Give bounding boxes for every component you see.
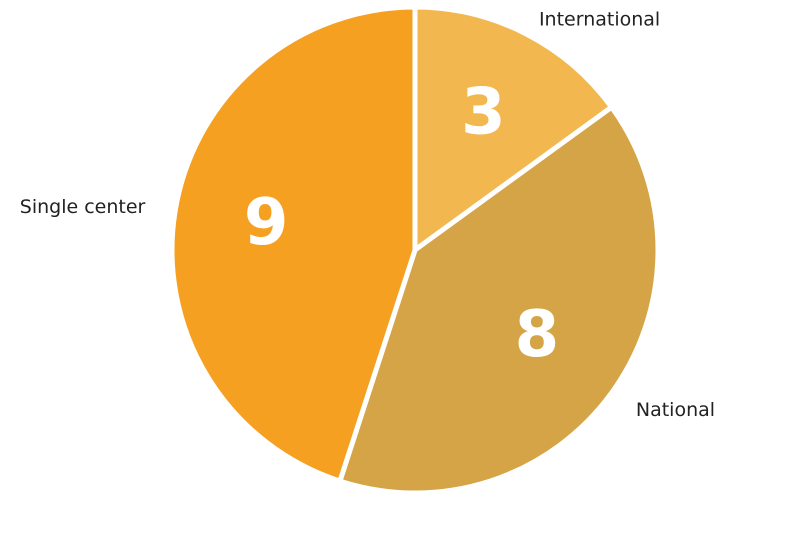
category-label: National bbox=[636, 399, 715, 421]
category-label: International bbox=[539, 9, 660, 31]
pie-slice bbox=[169, 4, 418, 485]
pie-slice bbox=[336, 103, 661, 496]
category-label: Single center bbox=[20, 196, 146, 218]
pie-slice bbox=[412, 4, 616, 255]
data-label: 9 bbox=[244, 186, 289, 260]
data-label: 8 bbox=[515, 298, 560, 372]
data-label: 3 bbox=[461, 75, 506, 149]
